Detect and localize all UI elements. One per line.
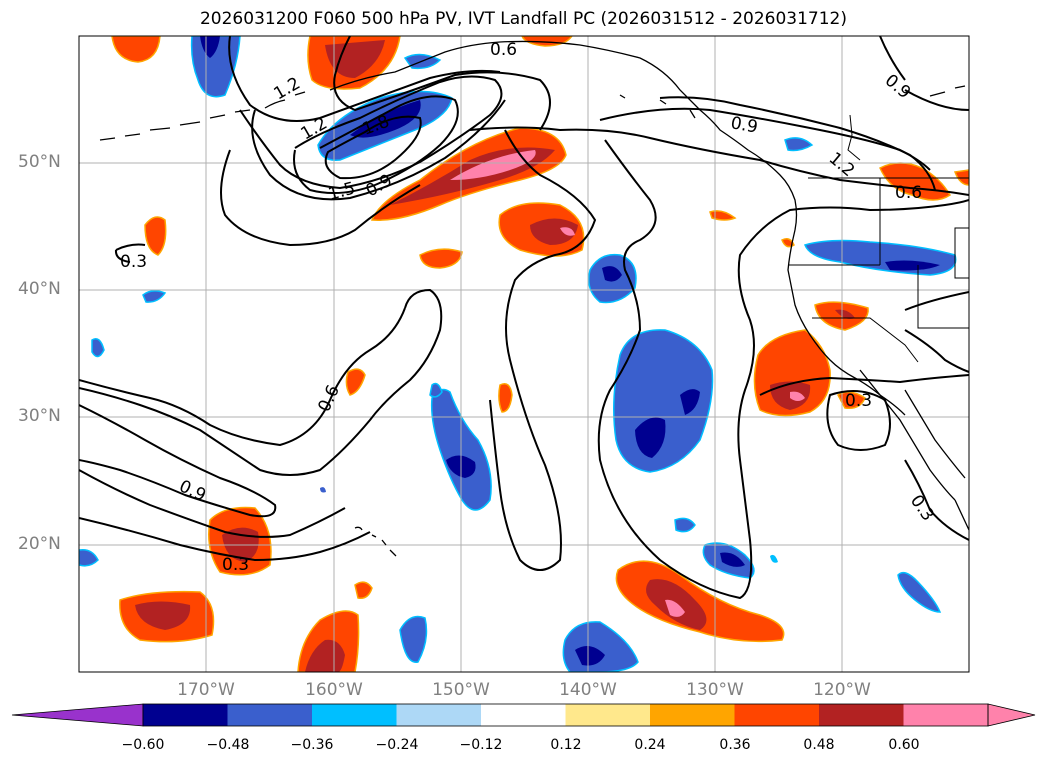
lat-label: 50°N (18, 152, 61, 172)
colorbar-tick-label: 0.24 (634, 737, 666, 753)
colorbar-tick-label: 0.12 (550, 737, 582, 753)
negative-anomaly-shading (79, 36, 957, 672)
contour-label: 0.6 (490, 40, 517, 60)
colorbar-tick-label: −0.12 (459, 737, 503, 753)
contour-label: 0.3 (222, 555, 249, 575)
lon-label: 130°W (686, 680, 744, 700)
lon-label: 120°W (813, 680, 871, 700)
chart-title: 2026031200 F060 500 hPa PV, IVT Landfall… (199, 9, 847, 29)
colorbar-segment (143, 704, 228, 726)
lon-label: 170°W (177, 680, 235, 700)
lon-label: 160°W (305, 680, 363, 700)
colorbar-segment (481, 704, 566, 726)
colorbar-extend-low (11, 703, 144, 727)
lon-label: 140°W (559, 680, 617, 700)
colorbar-segment (903, 704, 989, 726)
colorbar-segment (734, 704, 820, 726)
lat-label: 20°N (18, 534, 61, 554)
lon-label: 150°W (432, 680, 490, 700)
coastlines (99, 40, 969, 557)
colorbar-extend-high (987, 703, 1036, 727)
colorbar-outline (142, 703, 989, 727)
graticule (79, 36, 969, 672)
contour-label: 0.9 (729, 113, 759, 137)
colorbar-segment (227, 704, 313, 726)
colorbar-segment (565, 704, 651, 726)
colorbar-segment (819, 704, 904, 726)
contour-label: 0.3 (120, 252, 147, 272)
colorbar-tick-label: −0.60 (121, 737, 165, 753)
colorbar-tick-label: −0.48 (206, 737, 250, 753)
colorbar-segment (396, 704, 482, 726)
plot-frame (78, 35, 970, 673)
colorbar-segment (650, 704, 735, 726)
lat-label: 30°N (18, 406, 61, 426)
colorbar-segment (312, 704, 397, 726)
colorbar-tick-label: 0.48 (803, 737, 835, 753)
contour-label: 0.6 (895, 183, 922, 203)
colorbar-tick-label: 0.60 (888, 737, 920, 753)
contour-label: 0.3 (845, 391, 872, 411)
positive-anomaly-shading (111, 36, 969, 672)
colorbar-tick-label: −0.36 (290, 737, 334, 753)
lat-label: 40°N (18, 279, 61, 299)
pv-contours (79, 36, 969, 600)
colorbar (11, 703, 1036, 727)
colorbar-tick-label: 0.36 (719, 737, 751, 753)
colorbar-tick-label: −0.24 (375, 737, 419, 753)
